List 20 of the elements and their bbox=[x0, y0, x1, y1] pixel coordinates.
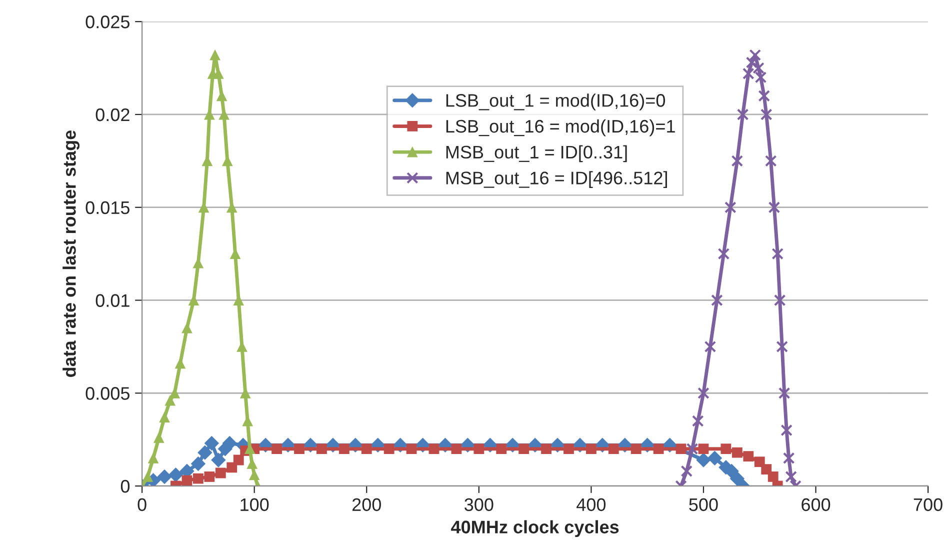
x-tick-label: 700 bbox=[914, 498, 942, 512]
x-axis-title: 40MHz clock cycles bbox=[451, 520, 619, 538]
legend-label: MSB_out_16 = ID[496..512] bbox=[446, 171, 667, 188]
x-tick-label: 0 bbox=[138, 498, 146, 512]
x-tick-label: 500 bbox=[689, 498, 718, 512]
y-tick-label: 0.025 bbox=[86, 16, 130, 28]
y-axis-title: data rate on last router stage bbox=[62, 130, 80, 377]
x-tick-label: 600 bbox=[802, 498, 830, 512]
y-tick-label: 0.015 bbox=[86, 201, 130, 214]
y-tick-label: 0.02 bbox=[96, 108, 130, 122]
y-tick-label: 0.01 bbox=[96, 294, 130, 307]
x-tick-label: 400 bbox=[576, 498, 606, 512]
legend-label: MSB_out_1 = ID[0..31] bbox=[446, 145, 627, 162]
legend-label: LSB_out_16 = mod(ID,16)=1 bbox=[446, 119, 675, 136]
x-tick-label: 300 bbox=[464, 498, 494, 512]
x-tick-label: 100 bbox=[240, 498, 269, 512]
y-tick-label: 0 bbox=[120, 480, 130, 493]
y-tick-label: 0.005 bbox=[86, 387, 130, 400]
x-tick-label: 200 bbox=[352, 498, 381, 512]
legend-label: LSB_out_1 = mod(ID,16)=0 bbox=[446, 94, 666, 110]
